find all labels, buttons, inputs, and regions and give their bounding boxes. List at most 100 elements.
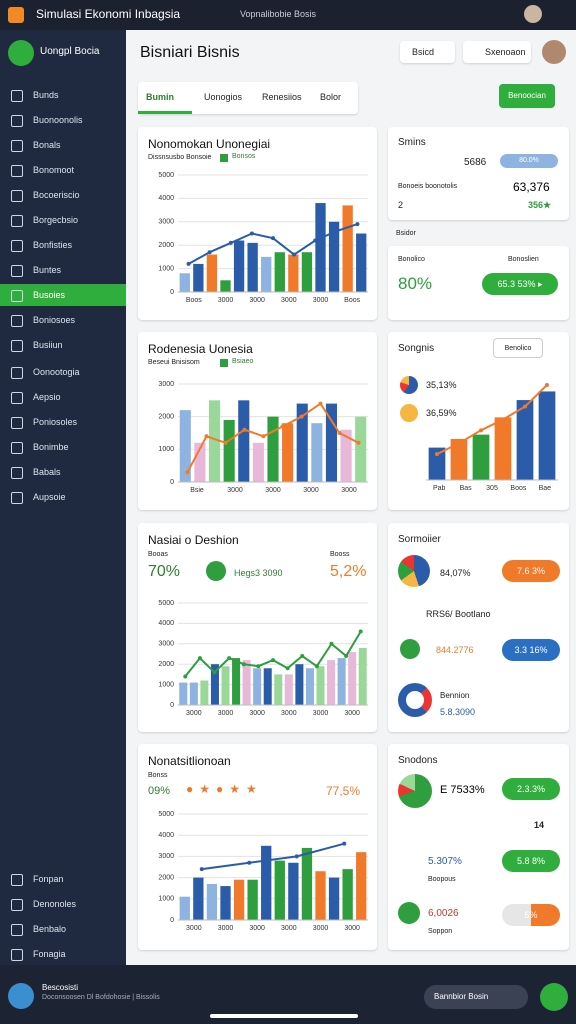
badge[interactable]: 65.3 53% ▸ bbox=[482, 273, 558, 295]
bar bbox=[315, 871, 326, 920]
line-point bbox=[334, 229, 339, 234]
logo bbox=[8, 983, 34, 1009]
bar bbox=[267, 416, 279, 482]
bar bbox=[274, 860, 285, 920]
line-point bbox=[545, 382, 549, 387]
nav-item[interactable]: Buonoonolis bbox=[0, 109, 126, 131]
bar bbox=[220, 886, 231, 920]
toggle[interactable]: 5% bbox=[502, 904, 560, 926]
line-point bbox=[318, 401, 323, 406]
nav-item[interactable]: Borgecbsio bbox=[0, 209, 126, 231]
x-tick-label: 3000 bbox=[249, 297, 265, 304]
stat-label: Bennion bbox=[440, 691, 470, 700]
profile[interactable] bbox=[542, 40, 566, 64]
line-point bbox=[358, 629, 363, 634]
bar bbox=[242, 660, 251, 705]
donut bbox=[398, 683, 432, 717]
line bbox=[201, 842, 345, 871]
bar bbox=[295, 664, 304, 705]
nav-item[interactable]: Busiiun bbox=[0, 334, 126, 356]
bar bbox=[232, 658, 241, 705]
bar bbox=[200, 680, 209, 705]
x-tick-label: Bae bbox=[539, 485, 552, 492]
line-point bbox=[355, 222, 360, 227]
bar bbox=[325, 403, 338, 482]
bar bbox=[206, 883, 218, 920]
footer-caption: Doconsoosen Dl Bofdohosie | Bissolis bbox=[42, 994, 160, 1001]
nav-item[interactable]: Fonpan bbox=[0, 868, 126, 890]
nav-item[interactable]: Bonimbe bbox=[0, 436, 126, 458]
nav-item[interactable]: Fonagia bbox=[0, 943, 126, 965]
nav-item[interactable]: Aupsoie bbox=[0, 486, 126, 508]
line-point bbox=[247, 860, 252, 865]
nav-item[interactable]: Bonals bbox=[0, 134, 126, 156]
bar bbox=[179, 273, 190, 292]
stat-label: Bonolico bbox=[398, 256, 425, 263]
bar bbox=[355, 416, 367, 482]
y-tick-label: 3000 bbox=[158, 641, 174, 648]
line-point bbox=[435, 452, 439, 457]
stat-card: Snodons E 7533% 2.3.3% 14 5.307% Boopous… bbox=[388, 744, 569, 950]
x-tick-label: Bas bbox=[460, 485, 473, 492]
stat-label: Bonoeis boonotolis bbox=[398, 183, 458, 190]
nav-item[interactable]: Poniosoles bbox=[0, 411, 126, 433]
nav-item[interactable]: Busoies bbox=[0, 284, 126, 306]
card-subtitle: Bonss bbox=[148, 772, 168, 779]
line-point bbox=[249, 231, 254, 236]
home-indicator bbox=[210, 1014, 358, 1018]
nav-item[interactable]: Oonootogia bbox=[0, 361, 126, 383]
chart-card: Songnis Benolico 35,13% 36,59% Pab Bas 305… bbox=[388, 332, 569, 510]
nav-item[interactable]: Bunds bbox=[0, 84, 126, 106]
footer-button[interactable]: Bannbior Bosin bbox=[424, 985, 528, 1009]
nav-item[interactable]: Boniosoes bbox=[0, 309, 126, 331]
x-tick-label: 3000 bbox=[281, 297, 297, 304]
tab[interactable]: Renesiios bbox=[262, 92, 302, 102]
bar bbox=[274, 674, 283, 705]
bar bbox=[261, 256, 272, 292]
bar bbox=[261, 845, 272, 920]
card-title: Snodons bbox=[398, 755, 438, 766]
avatar[interactable] bbox=[524, 5, 542, 23]
nav-item[interactable]: Buntes bbox=[0, 259, 126, 281]
stat: 84,07% bbox=[440, 568, 471, 578]
nav-item[interactable]: Bonomoot bbox=[0, 159, 126, 181]
stat: 5,2% bbox=[330, 563, 367, 580]
nav-item[interactable]: Bonfisties bbox=[0, 234, 126, 256]
nav-item[interactable]: Bocoeriscio bbox=[0, 184, 126, 206]
card-title: Nonomokan Unonegiai bbox=[148, 137, 271, 151]
nav-item[interactable]: Denonoles bbox=[0, 893, 126, 915]
bar bbox=[342, 205, 353, 292]
line-point bbox=[501, 417, 505, 422]
bar bbox=[358, 647, 367, 705]
select[interactable]: Bsicd bbox=[400, 41, 455, 63]
tab-title[interactable]: Vopnalibobie Bosis bbox=[240, 9, 317, 19]
fab[interactable] bbox=[540, 983, 568, 1011]
stat-label: Bonoslien bbox=[508, 256, 539, 263]
y-tick-label: 2000 bbox=[158, 661, 174, 668]
bar bbox=[305, 668, 314, 705]
y-tick-label: 2000 bbox=[158, 242, 174, 249]
primary-button[interactable]: Benoocian bbox=[499, 84, 555, 108]
stat: 36,59% bbox=[426, 408, 457, 418]
bar bbox=[428, 447, 446, 480]
nav-item[interactable]: Benbalo bbox=[0, 918, 126, 940]
nav-item[interactable]: Babals bbox=[0, 461, 126, 483]
tab[interactable]: Bolor bbox=[320, 92, 342, 102]
card-title: Songnis bbox=[398, 343, 435, 354]
select[interactable]: Benolico bbox=[493, 338, 543, 358]
legend-swatch bbox=[220, 359, 228, 367]
x-tick-label: 3000 bbox=[249, 925, 265, 932]
y-tick-label: 3000 bbox=[158, 853, 174, 860]
x-tick-label: Boos bbox=[510, 485, 526, 492]
chart-card: Rodenesia Uonesia Beseui Bnisisom Bsiaeo 0 1… bbox=[138, 332, 377, 510]
nav-item[interactable]: Aepsio bbox=[0, 386, 126, 408]
search[interactable]: Sxenoaon bbox=[463, 41, 531, 63]
bar bbox=[223, 419, 235, 482]
x-tick-label: 3000 bbox=[218, 925, 234, 932]
line-point bbox=[223, 440, 228, 445]
line-point bbox=[271, 658, 275, 663]
tab[interactable]: Uonogios bbox=[204, 92, 243, 102]
tab[interactable]: Bumin bbox=[146, 92, 174, 102]
y-tick-label: 1000 bbox=[158, 265, 174, 272]
